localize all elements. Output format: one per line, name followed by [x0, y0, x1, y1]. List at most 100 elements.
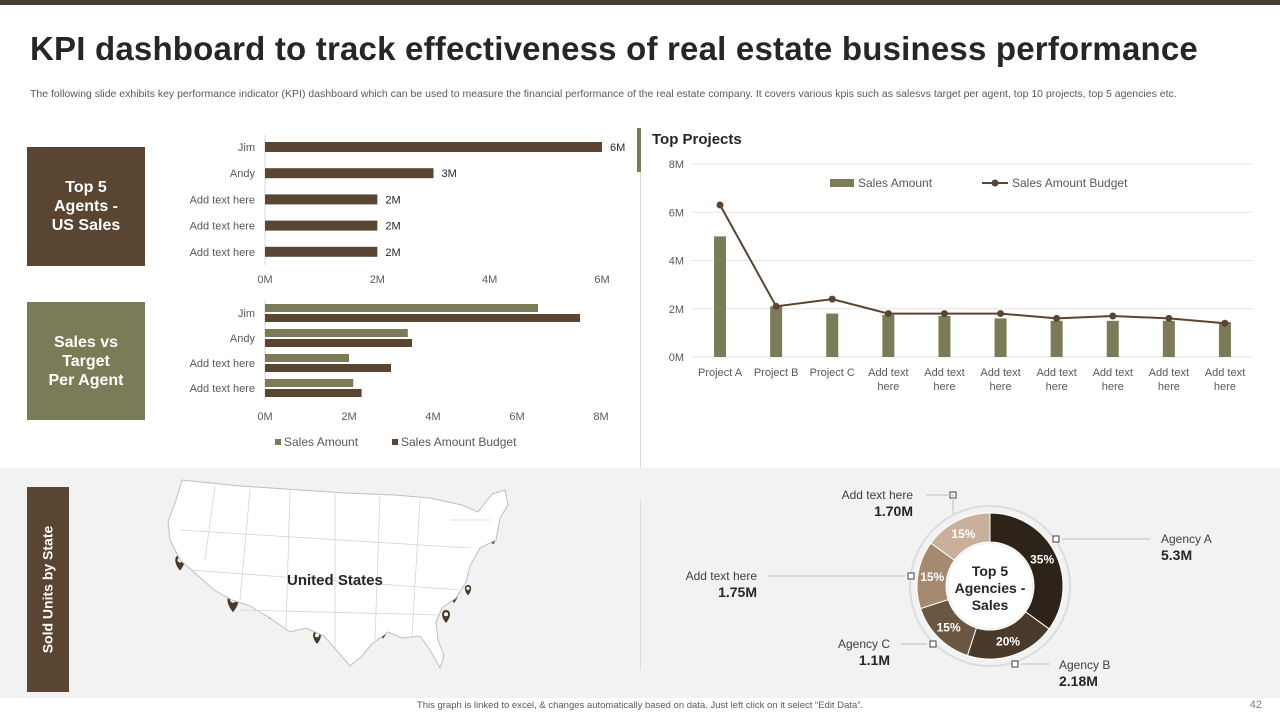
top-accent-bar [0, 0, 1280, 5]
map-pin-dot [345, 504, 353, 513]
map-pin-icon [482, 516, 490, 529]
projects-category-label: Add text [868, 367, 908, 379]
projects-category-label: Add text [1036, 367, 1076, 379]
agencies-slice-percent: 35% [1030, 552, 1054, 566]
map-pin-icon [421, 622, 431, 638]
projects-tick-label: 8M [669, 159, 684, 171]
target-bar-sales [265, 304, 538, 312]
target-category-label: Andy [230, 333, 256, 345]
agents-category-label: Add text here [190, 247, 255, 259]
target-bar-budget [265, 314, 580, 322]
map-pin-icon [450, 590, 458, 603]
target-category-label: Jim [238, 308, 255, 320]
footer-note: This graph is linked to excel, & changes… [416, 700, 864, 711]
map-pin-icon [489, 534, 497, 545]
map-pin-icon [442, 610, 450, 623]
target-bar-budget [265, 389, 362, 397]
agencies-center-label: Sales [972, 597, 1009, 613]
projects-legend-swatch-sales [830, 179, 854, 187]
projects-budget-point [716, 201, 724, 209]
projects-budget-line [719, 204, 1226, 325]
map-pin-dot [444, 612, 448, 617]
target-bar-sales [265, 329, 408, 337]
projects-legend-sales: Sales Amount [858, 176, 933, 190]
map-pin-icon [307, 520, 319, 539]
agencies-callout-marker [1052, 535, 1060, 543]
projects-bar [770, 306, 783, 357]
map-pin-dot [230, 597, 236, 603]
target-legend-sales: Sales Amount [284, 435, 359, 449]
target-bar-sales [265, 354, 349, 362]
agencies-callout-amount: 2.18M [1059, 673, 1098, 689]
map-pin-icon [175, 555, 185, 571]
projects-budget-point [997, 310, 1005, 318]
projects-bar [826, 313, 839, 357]
target-tick-label: 8M [593, 411, 608, 423]
map-pin-icon [378, 623, 388, 639]
top5-agents-panel: Top 5 Agents - US Sales [27, 147, 145, 266]
agencies-callout-name: Add text here [686, 569, 758, 583]
agencies-callout-marker [929, 640, 937, 648]
target-category-label: Add text here [190, 383, 255, 395]
agents-bar [265, 246, 378, 257]
target-tick-label: 4M [425, 411, 440, 423]
agents-tick-label: 2M [370, 274, 385, 286]
agencies-callout-name: Agency B [1059, 658, 1110, 672]
agents-bar [265, 220, 378, 231]
projects-category-label: Project B [754, 367, 799, 379]
agencies-callout-name: Add text here [842, 488, 914, 502]
projects-budget-point [1165, 314, 1173, 322]
agents-bar [265, 168, 434, 179]
map-pin-icon [313, 631, 321, 644]
projects-budget-point [1221, 319, 1229, 327]
agencies-callout-amount: 1.1M [859, 652, 890, 668]
agents-tick-label: 6M [594, 274, 609, 286]
map-pin-dot [478, 537, 482, 542]
map-pin-icon [234, 562, 244, 578]
map-pin-dot [267, 604, 273, 610]
agents-tick-label: 4M [482, 274, 497, 286]
section-divider [640, 128, 641, 468]
projects-budget-point [1109, 312, 1117, 320]
map-pin-icon [456, 565, 468, 584]
projects-bar [1162, 320, 1175, 357]
agencies-slice-percent: 15% [951, 527, 975, 541]
projects-tick-label: 4M [669, 256, 684, 268]
target-legend-budget: Sales Amount Budget [401, 435, 517, 449]
agencies-center [948, 544, 1032, 628]
projects-bar [1218, 322, 1231, 357]
agencies-callout-marker [1011, 660, 1019, 668]
agencies-slice [930, 512, 991, 561]
projects-category-label-line2: here [877, 381, 899, 393]
agents-category-label: Andy [230, 168, 256, 180]
projects-category-label: Project C [810, 367, 855, 379]
map-pin-dot [423, 624, 429, 630]
agencies-callout-amount: 1.75M [718, 584, 757, 600]
projects-category-label: Add text [1093, 367, 1133, 379]
projects-budget-point [1053, 314, 1061, 322]
agents-tick-label: 0M [257, 274, 272, 286]
slide-title: KPI dashboard to track effectiveness of … [30, 30, 1198, 67]
projects-tick-label: 2M [669, 304, 684, 316]
agencies-slice [989, 512, 1064, 630]
agents-value-label: 3M [442, 168, 457, 180]
projects-category-label-line2: here [1102, 381, 1124, 393]
agencies-leader-e [926, 494, 954, 514]
agents-bar [265, 142, 602, 152]
projects-tick-label: 6M [669, 207, 684, 219]
lower-divider [640, 500, 641, 670]
map-pin-icon [461, 527, 469, 540]
projects-bar [938, 315, 951, 357]
agents-value-label: 2M [385, 247, 400, 259]
agents-category-label: Add text here [190, 221, 255, 233]
projects-category-label: Project A [698, 367, 743, 379]
map-pin-dot [463, 529, 467, 534]
map-pin-dot [452, 592, 456, 597]
projects-tick-label: 0M [669, 352, 684, 364]
projects-category-label-line2: here [1214, 381, 1236, 393]
agencies-center-label: Agencies - [955, 580, 1026, 596]
sales-vs-target-panel: Sales vs Target Per Agent [27, 302, 145, 420]
projects-bar [714, 236, 727, 357]
map-label: United States [287, 572, 383, 589]
